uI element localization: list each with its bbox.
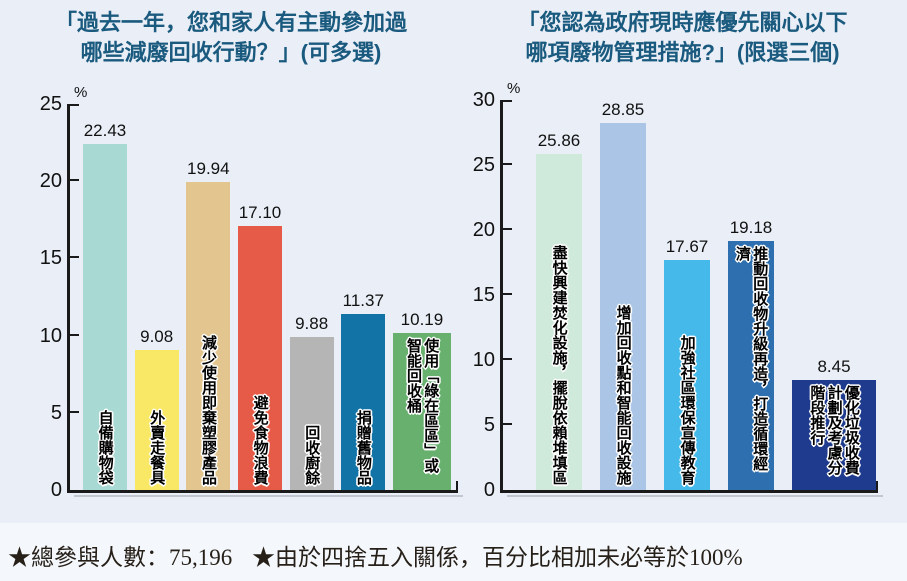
bar-group: 19.94 減少使用即棄塑膠產品 <box>186 104 231 490</box>
baseline-shadow <box>507 495 883 497</box>
y-axis-unit-label: % <box>74 84 88 101</box>
bar: 避免食物浪費 <box>237 225 282 490</box>
chart-title-line1: 「您認為政府現時應優先關心以下 <box>517 10 848 35</box>
baseline-shadow <box>74 495 463 497</box>
bars: 25.86 盡快興建焚化設施，擺脫依賴堆填區 28.85 增加回收點和智能回收設施 17… <box>503 100 878 490</box>
bar-group: 10.19 使用「綠在區區」或智能回收桶 <box>392 104 451 490</box>
bar-category-label: 盡快興建焚化設施，擺脫依賴堆填區 <box>550 245 568 485</box>
y-tick <box>70 104 79 106</box>
bar: 增加回收點和智能回收設施 <box>600 123 646 490</box>
bar-value-label: 10.19 <box>400 309 444 329</box>
bar-category-label: 減少使用即棄塑膠產品 <box>199 335 217 485</box>
y-tick <box>70 410 79 413</box>
bar-value-label: 17.10 <box>238 202 282 222</box>
y-tick-label: 15 <box>472 284 495 306</box>
y-tick <box>503 228 512 230</box>
bar-category-label: 回收廚餘 <box>303 425 321 485</box>
bar: 使用「綠在區區」或智能回收桶 <box>392 332 451 490</box>
y-tick <box>503 423 512 425</box>
y-tick-label: 25 <box>472 154 495 176</box>
bar: 回收廚餘 <box>289 337 334 490</box>
bar-group: 17.67 加強社區環保宣傳教育 <box>664 100 710 490</box>
footnote: ★總參與人數：75,196 ★由於四捨五入關係，百分比相加未必等於100% <box>8 538 902 572</box>
bar-category-label: 優化垃圾收費計劃及考慮分階段推行 <box>808 385 860 476</box>
footer-band <box>0 523 907 581</box>
y-tick <box>70 333 79 336</box>
bar-group: 19.18 推動回收物升級再造，打造循環經濟 <box>728 100 774 490</box>
bar-category-label: 推動回收物升級再造，打造循環經濟 <box>734 245 769 471</box>
bar: 捐贈舊物品 <box>341 314 386 490</box>
bar: 推動回收物升級再造，打造循環經濟 <box>728 240 774 490</box>
y-tick-label: 5 <box>50 401 62 424</box>
y-tick-label: 0 <box>483 479 495 501</box>
bar-group: 17.10 避免食物浪費 <box>237 104 282 490</box>
bar-value-label: 25.86 <box>537 130 581 150</box>
y-tick <box>503 100 512 102</box>
y-tick <box>503 163 512 165</box>
bar-value-label: 17.67 <box>665 237 709 257</box>
chart-title: 「您認為政府現時應優先關心以下 哪項廢物管理措施?」(限選三個) <box>458 8 907 69</box>
chart-right: 「您認為政府現時應優先關心以下 哪項廢物管理措施?」(限選三個) % 25.86… <box>458 8 907 501</box>
chart-title-line2: 哪項廢物管理措施?」(限選三個) <box>525 40 840 66</box>
bar-category-label: 避免食物浪費 <box>251 395 269 485</box>
bar-category-label: 自備購物袋 <box>96 410 114 485</box>
footnote-rounding-note: ★由於四捨五入關係，百分比相加未必等於100% <box>252 545 743 570</box>
plot-area: % 22.43 自備購物袋 9.08 外賣走餐具 19.94 減少使用即棄塑膠產品 17.1… <box>40 84 463 501</box>
y-tick-label: 5 <box>483 414 495 436</box>
bar: 減少使用即棄塑膠產品 <box>186 182 231 490</box>
bar-group: 8.45 優化垃圾收費計劃及考慮分階段推行 <box>792 100 876 490</box>
bar-group: 11.37 捐贈舊物品 <box>341 104 386 490</box>
y-tick <box>503 358 512 360</box>
bar: 外賣走餐具 <box>134 349 179 490</box>
y-tick <box>70 179 79 182</box>
chart-left: 「過去一年，您和家人有主動參加過 哪些減廢回收行動？」(可多選) % 22.43… <box>4 8 463 501</box>
plot-area: % 25.86 盡快興建焚化設施，擺脫依賴堆填區 28.85 增加回收點和智能回收設施… <box>473 80 883 501</box>
bar: 盡快興建焚化設施，擺脫依賴堆填區 <box>536 153 582 490</box>
bar-value-label: 9.88 <box>295 314 329 334</box>
bar-group: 22.43 自備購物袋 <box>83 104 127 490</box>
y-tick-label: 25 <box>39 93 62 115</box>
bar-category-label: 捐贈舊物品 <box>354 410 372 485</box>
y-tick-label: 10 <box>39 324 62 347</box>
bar-value-label: 11.37 <box>342 291 384 311</box>
bar-category-label: 使用「綠在區區」或智能回收桶 <box>404 337 440 473</box>
bar-category-label: 外賣走餐具 <box>148 410 166 485</box>
bar-value-label: 9.08 <box>140 326 174 346</box>
bar-value-label: 19.18 <box>729 217 773 237</box>
bar-group: 25.86 盡快興建焚化設施，擺脫依賴堆填區 <box>536 100 582 490</box>
bar-value-label: 22.43 <box>83 120 127 140</box>
bar: 自備購物袋 <box>83 143 127 490</box>
bar-value-label: 8.45 <box>817 357 851 377</box>
chart-title-line1: 「過去一年，您和家人有主動參加過 <box>54 10 407 35</box>
bars: 22.43 自備購物袋 9.08 外賣走餐具 19.94 減少使用即棄塑膠產品 17.10 避… <box>70 104 458 490</box>
y-tick-label: 30 <box>472 89 495 111</box>
chart-title: 「過去一年，您和家人有主動參加過 哪些減廢回收行動？」(可多選) <box>4 8 458 69</box>
y-tick-label: 20 <box>39 170 62 193</box>
bar: 加強社區環保宣傳教育 <box>664 260 710 490</box>
bar-value-label: 28.85 <box>601 100 645 119</box>
y-axis-unit-label: % <box>507 80 521 97</box>
bar-category-label: 加強社區環保宣傳教育 <box>678 335 696 485</box>
bar: 優化垃圾收費計劃及考慮分階段推行 <box>792 380 876 490</box>
y-tick <box>503 293 512 295</box>
y-tick-label: 15 <box>39 247 62 270</box>
bar-group: 9.88 回收廚餘 <box>289 104 334 490</box>
bar-group: 28.85 增加回收點和智能回收設施 <box>600 100 646 490</box>
y-tick-label: 0 <box>50 479 62 501</box>
y-tick <box>70 256 79 259</box>
footnote-participants: ★總參與人數：75,196 <box>8 545 233 570</box>
chart-title-line2: 哪些減廢回收行動？」(可多選) <box>80 40 382 66</box>
y-tick-label: 20 <box>472 219 495 241</box>
bar-category-label: 增加回收點和智能回收設施 <box>614 305 632 485</box>
bar-group: 9.08 外賣走餐具 <box>134 104 179 490</box>
bar-value-label: 19.94 <box>187 159 230 179</box>
y-tick-label: 10 <box>472 349 495 371</box>
